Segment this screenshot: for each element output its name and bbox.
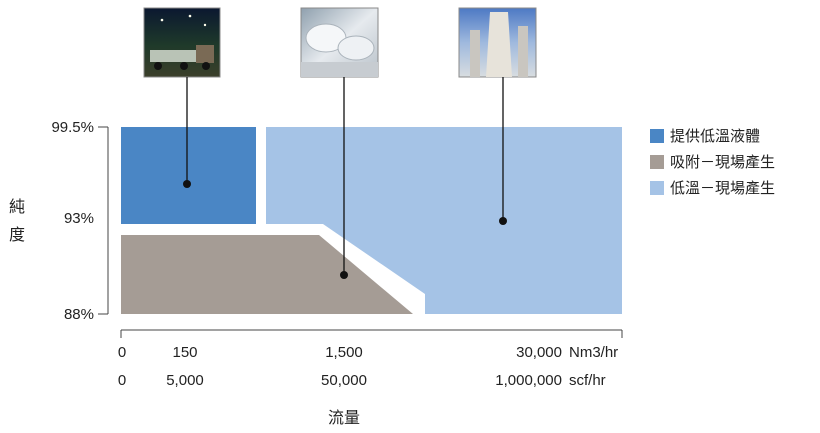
x-tick-label: 0 <box>118 344 126 361</box>
region-liquid-supply <box>121 127 256 224</box>
y-axis: 99.5% 93% 88% 純 度 <box>9 119 109 323</box>
y-tick-label: 88% <box>64 306 94 323</box>
marker-dot <box>499 217 507 225</box>
x-tick-label: 50,000 <box>321 372 367 389</box>
y-tick-label: 99.5% <box>51 119 94 136</box>
x-axis: 0 150 1,500 30,000 Nm3/hr 0 5,000 50,000… <box>118 329 623 427</box>
region-cryogenic-onsite <box>266 127 622 314</box>
legend-label: 提供低溫液體 <box>670 127 760 145</box>
legend-swatch <box>650 181 664 195</box>
photo-truck <box>143 7 221 78</box>
x-unit-label: scf/hr <box>569 372 606 389</box>
x-tick-label: 30,000 <box>516 344 562 361</box>
y-tick-label: 93% <box>64 210 94 227</box>
y-axis-label-char: 度 <box>9 225 25 244</box>
marker-dot <box>340 271 348 279</box>
legend-label: 吸附－現場產生 <box>670 153 775 171</box>
y-axis-label-char: 純 <box>9 197 25 216</box>
x-tick-label: 1,500 <box>325 344 363 361</box>
x-tick-label: 0 <box>118 372 126 389</box>
legend-label: 低溫－現場產生 <box>670 179 775 197</box>
marker-dot <box>183 180 191 188</box>
leaders <box>183 77 507 279</box>
x-tick-label: 150 <box>172 344 197 361</box>
x-tick-label: 1,000,000 <box>495 372 562 389</box>
region-adsorption-onsite <box>121 235 413 314</box>
photo-tanks <box>300 7 379 78</box>
legend: 提供低溫液體 吸附－現場產生 低溫－現場產生 <box>650 127 775 197</box>
legend-swatch <box>650 129 664 143</box>
x-unit-label: Nm3/hr <box>569 344 618 361</box>
photo-tower <box>458 7 537 78</box>
legend-swatch <box>650 155 664 169</box>
x-axis-title: 流量 <box>328 408 360 427</box>
x-tick-label: 5,000 <box>166 372 204 389</box>
plot-regions <box>121 127 622 314</box>
